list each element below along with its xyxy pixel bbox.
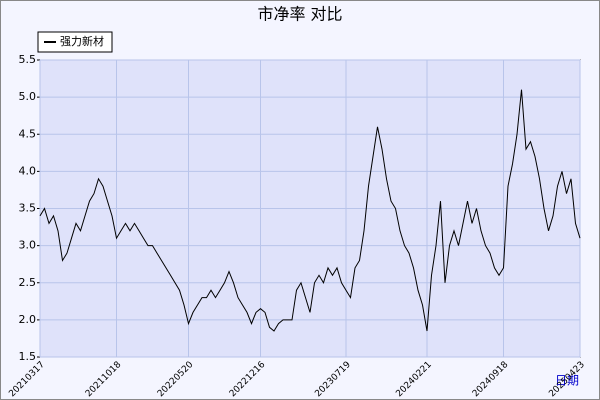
x-axis-label: 日期 [555, 374, 579, 388]
y-tick-label: 2.0 [19, 313, 37, 326]
y-tick-label: 4.0 [19, 164, 37, 177]
series-line [39, 89, 581, 332]
y-tick-label: 3.5 [19, 202, 37, 215]
y-tick-label: 3.0 [19, 239, 37, 252]
chart-title: 市净率 对比 [257, 5, 342, 24]
legend-box [37, 31, 113, 53]
y-tick-label: 4.5 [19, 127, 37, 140]
y-tick-label: 1.5 [19, 350, 37, 363]
y-tick-label: 2.5 [19, 276, 37, 289]
legend-label: 强力新材 [60, 34, 104, 48]
y-tick-label: 5.0 [19, 90, 37, 103]
y-tick-label: 5.5 [19, 53, 37, 66]
